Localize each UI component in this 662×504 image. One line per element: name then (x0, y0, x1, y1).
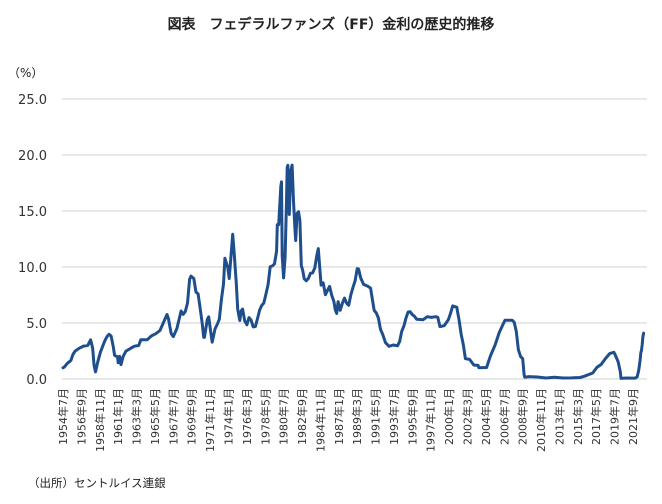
x-tick-label: 1971年11月 (203, 388, 217, 452)
ff-rate-line (61, 163, 646, 380)
x-tick-label: 2008年9月 (516, 388, 530, 445)
x-tick-label: 1997年11月 (424, 388, 438, 452)
x-tick-label: 1961年1月 (111, 388, 125, 445)
y-tick-label: 15.0 (18, 205, 47, 220)
y-tick-label: 5.0 (26, 317, 47, 332)
x-tick-label: 1956年9月 (74, 388, 88, 445)
x-tick-label: 1984年11月 (313, 388, 327, 452)
x-tick-label: 1974年1月 (221, 388, 235, 445)
y-tick-label: 25.0 (18, 93, 47, 108)
y-axis-ticks: 0.0 5.0 10.0 15.0 20.0 25.0 (18, 93, 47, 388)
x-tick-label: 1965年5月 (148, 388, 162, 445)
x-tick-label: 1958年11月 (93, 388, 107, 452)
y-tick-label: 10.0 (18, 261, 47, 276)
y-tick-label: 20.0 (18, 149, 47, 164)
x-tick-label: 1982年9月 (295, 388, 309, 445)
x-tick-label: 1991年5月 (369, 388, 383, 445)
x-tick-label: 1963年3月 (130, 388, 144, 445)
x-tick-label: 1954年7月 (56, 388, 70, 445)
y-axis-unit-label: （%） (8, 66, 44, 80)
x-tick-label: 1967年7月 (166, 388, 180, 445)
x-tick-label: 1995年9月 (405, 388, 419, 445)
x-tick-label: 1993年7月 (387, 388, 401, 445)
x-axis-ticks: 1954年7月 1956年9月 1958年11月 1961年1月 1963年3月 1965… (56, 388, 640, 452)
x-tick-label: 1987年1月 (332, 388, 346, 445)
x-tick-label: 2019年7月 (608, 388, 622, 445)
x-tick-label: 2017年5月 (589, 388, 603, 445)
x-tick-label: 1976年3月 (240, 388, 254, 445)
x-tick-label: 2021年9月 (626, 388, 640, 445)
x-tick-label: 2000年1月 (442, 388, 456, 445)
series (61, 163, 646, 380)
gridlines (62, 98, 647, 380)
x-tick-label: 2013年1月 (552, 388, 566, 445)
x-tick-label: 1980年7月 (277, 388, 291, 445)
x-tick-label: 2015年3月 (571, 388, 585, 445)
x-tick-label: 1969年9月 (185, 388, 199, 445)
x-tick-label: 1989年3月 (350, 388, 364, 445)
x-tick-label: 2002年3月 (461, 388, 475, 445)
source-note: （出所）セントルイス連銀 (28, 476, 166, 490)
x-tick-label: 1978年5月 (258, 388, 272, 445)
x-tick-label: 2006年7月 (497, 388, 511, 445)
x-tick-label: 2010年11月 (534, 388, 548, 452)
chart-title: 図表 フェデラルファンズ（FF）金利の歴史的推移 (167, 17, 495, 33)
y-tick-label: 0.0 (26, 373, 47, 388)
x-tick-label: 2004年5月 (479, 388, 493, 445)
